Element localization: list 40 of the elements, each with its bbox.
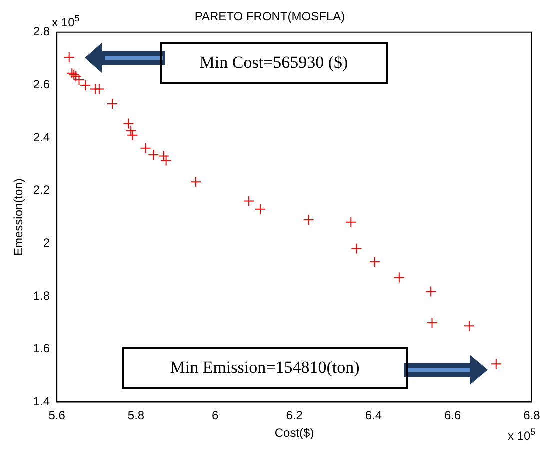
point xyxy=(94,84,105,95)
point xyxy=(190,176,202,188)
point xyxy=(127,130,138,141)
point xyxy=(140,142,152,154)
x-tick-label: 5.6 xyxy=(48,408,66,423)
x-tick-label: 6.4 xyxy=(365,408,382,423)
point xyxy=(394,272,405,284)
y-tick-label: 1.8 xyxy=(33,288,50,303)
point xyxy=(244,196,255,207)
y-tick-label: 2.8 xyxy=(33,24,50,39)
point xyxy=(255,204,266,215)
point xyxy=(126,125,137,136)
x-tick-label: 6.6 xyxy=(444,408,462,423)
chart-title: PARETO FRONT(MOSFLA) xyxy=(194,10,346,24)
y-axis-title: Emession(ton) xyxy=(12,178,26,256)
point xyxy=(426,317,438,328)
point xyxy=(369,256,380,268)
callout-box: Min Emission=154810(ton) xyxy=(122,347,408,389)
point xyxy=(346,216,357,228)
y-tick-label: 1.6 xyxy=(33,342,50,356)
point xyxy=(426,286,437,298)
point xyxy=(490,358,502,370)
point xyxy=(148,149,160,160)
y-tick-label: 2.4 xyxy=(33,130,50,144)
callout-box: Min Cost=565930 ($) xyxy=(160,42,388,84)
point xyxy=(123,118,134,130)
point xyxy=(303,214,314,226)
x-tick-label: 6.8 xyxy=(524,408,541,423)
point xyxy=(351,243,362,254)
x-tick-label: 5.8 xyxy=(128,408,145,423)
point xyxy=(464,320,475,332)
x-axis-title: Cost($) xyxy=(274,426,314,440)
point xyxy=(64,52,75,63)
point xyxy=(106,98,118,110)
x-tick-label: 6 xyxy=(212,408,220,423)
y-tick-label: 2.2 xyxy=(33,183,50,198)
y-tick-label: 1.4 xyxy=(33,394,50,409)
x-tick-label: 6.2 xyxy=(286,408,304,423)
y-tick-label: 2.6 xyxy=(33,78,50,92)
y-tick-label: 2 xyxy=(43,236,50,250)
